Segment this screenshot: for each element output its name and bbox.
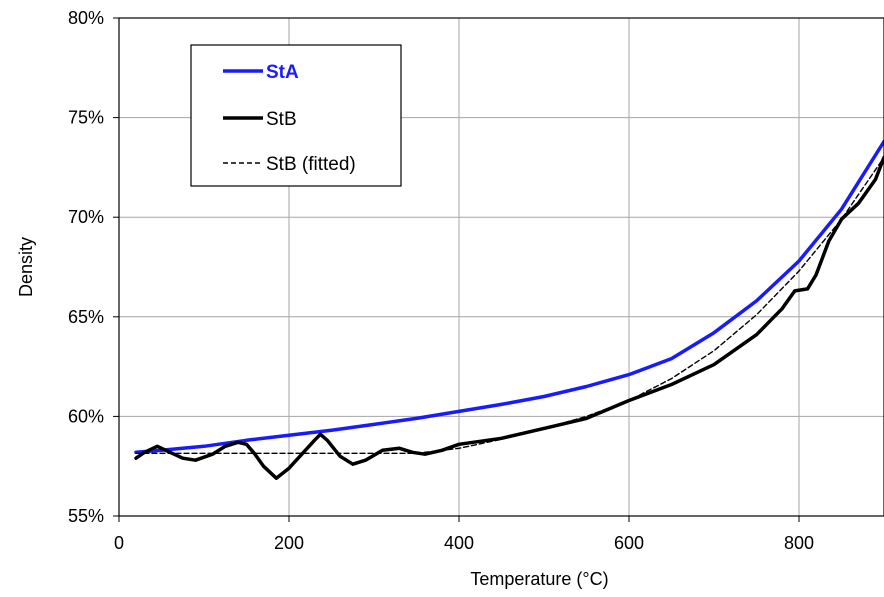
y-axis-title: Density xyxy=(16,237,36,297)
x-axis-title: Temperature (°C) xyxy=(470,569,608,589)
series-line-stb-fitted xyxy=(135,156,884,454)
y-tick-label: 75% xyxy=(68,108,104,128)
y-tick-label: 65% xyxy=(68,307,104,327)
x-tick-label: 600 xyxy=(614,533,644,553)
legend: StA StB StB (fitted) xyxy=(190,44,402,187)
x-tick-label: 800 xyxy=(784,533,814,553)
y-tick-label: 55% xyxy=(68,506,104,526)
series-line-stb xyxy=(134,155,884,480)
x-tick-label: 400 xyxy=(444,533,474,553)
legend-label-sta: StA xyxy=(266,62,299,83)
legend-label-stb: StB xyxy=(266,109,297,130)
x-tick-label: 200 xyxy=(274,533,304,553)
y-tick-label: 80% xyxy=(68,8,104,28)
x-tick-label: 0 xyxy=(114,533,124,553)
y-tick-label: 60% xyxy=(68,406,104,426)
series-lines xyxy=(134,139,884,480)
y-tick-label: 70% xyxy=(68,207,104,227)
plot-area-frame xyxy=(118,17,884,517)
x-axis-ticks: 0 200 400 600 800 xyxy=(114,516,814,553)
y-axis-ticks: 55% 60% 65% 70% 75% 80% xyxy=(68,8,119,526)
legend-label-stb-fitted: StB (fitted) xyxy=(266,154,356,175)
series-line-sta xyxy=(134,139,884,455)
